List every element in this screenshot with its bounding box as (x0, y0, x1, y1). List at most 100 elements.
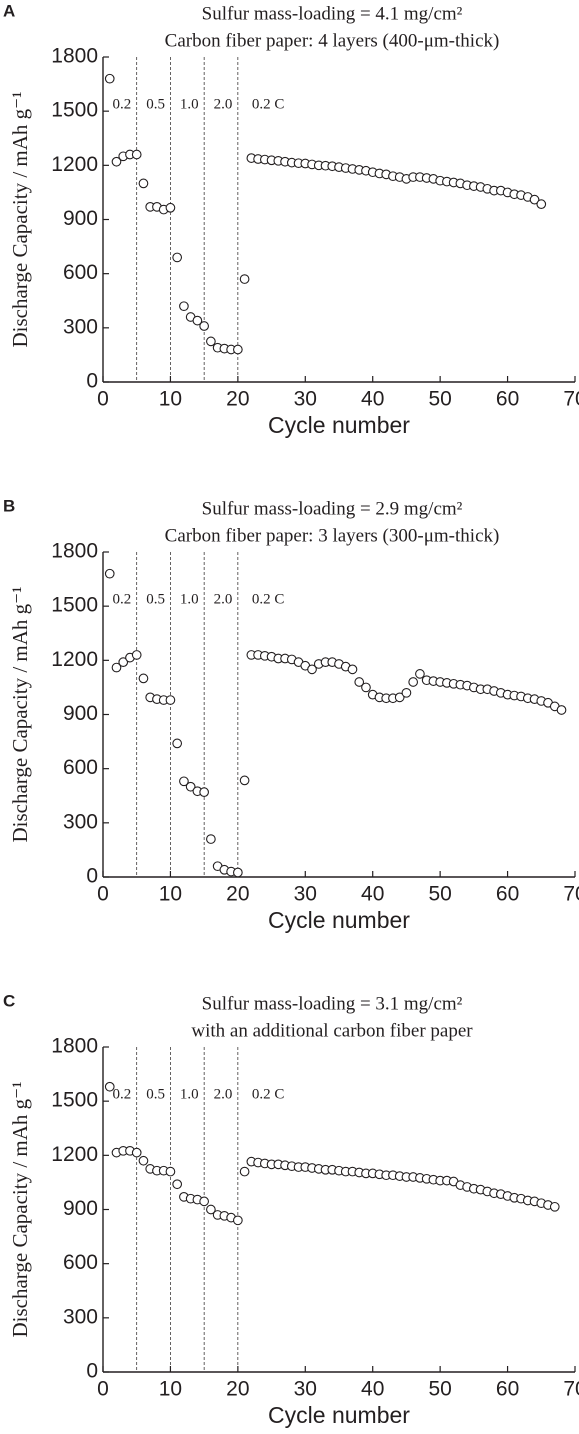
data-point (536, 199, 547, 210)
data-point (199, 787, 209, 797)
y-tick-label: 900 (63, 702, 98, 725)
data-point (239, 274, 250, 284)
x-tick-label: 40 (361, 1378, 384, 1401)
data-point (233, 1215, 243, 1226)
x-tick-label: 60 (496, 388, 519, 411)
data-point (206, 336, 216, 347)
panel-letter: C (3, 991, 15, 1010)
x-axis-label: Cycle number (268, 1402, 410, 1428)
y-tick-label: 300 (63, 315, 98, 338)
x-tick-label: 20 (226, 883, 249, 906)
y-tick-label: 900 (63, 1197, 98, 1220)
x-tick-label: 10 (159, 388, 182, 411)
data-point (118, 657, 129, 667)
x-tick-label: 60 (496, 1378, 519, 1401)
x-tick-label: 10 (159, 1378, 182, 1401)
x-tick-label: 40 (361, 388, 384, 411)
x-tick-label: 60 (496, 883, 519, 906)
data-point (529, 194, 540, 205)
data-point (206, 834, 216, 844)
y-axis-label: Discharge Capacity / mAh g⁻¹ (8, 91, 32, 347)
chart-title: Sulfur mass-loading = 3.1 mg/cm² (202, 993, 463, 1014)
y-tick-label: 600 (63, 756, 98, 779)
data-point (199, 1196, 209, 1207)
data-point (239, 1166, 250, 1177)
data-point (111, 662, 122, 673)
data-point (347, 664, 358, 675)
data-point (239, 775, 250, 786)
rate-label: 1.0 (180, 591, 199, 607)
data-point (131, 149, 142, 160)
x-tick-label: 70 (563, 883, 579, 906)
y-tick-label: 1500 (51, 594, 98, 617)
data-point (131, 650, 142, 660)
panel-letter: A (3, 1, 15, 20)
x-tick-label: 70 (563, 388, 579, 411)
data-point (179, 301, 189, 312)
rate-label: 1.0 (180, 96, 199, 112)
data-point (172, 1179, 183, 1190)
rate-label: 0.2 C (252, 1086, 285, 1102)
y-tick-label: 1200 (51, 648, 98, 671)
rate-label: 0.5 (146, 1086, 165, 1102)
y-tick-label: 1500 (51, 1089, 98, 1112)
data-point (549, 1201, 560, 1212)
chart-subtitle: Carbon fiber paper: 3 layers (300-μm-thi… (165, 525, 500, 546)
y-tick-label: 1800 (51, 45, 98, 68)
x-tick-label: 50 (428, 883, 451, 906)
x-tick-label: 30 (294, 1378, 317, 1401)
rate-label: 0.2 C (252, 591, 285, 607)
rate-label: 0.2 C (252, 96, 285, 112)
data-point (111, 156, 122, 167)
y-axis-label: Discharge Capacity / mAh g⁻¹ (8, 586, 32, 842)
data-point (408, 677, 419, 687)
data-point (131, 1147, 142, 1158)
rate-label: 0.5 (146, 591, 165, 607)
y-tick-label: 1800 (51, 1035, 98, 1058)
data-point (394, 692, 405, 703)
data-point (104, 1081, 115, 1092)
x-tick-label: 20 (226, 1378, 249, 1401)
y-tick-label: 1800 (51, 540, 98, 563)
chart-title: Sulfur mass-loading = 2.9 mg/cm² (202, 498, 463, 519)
x-tick-label: 0 (97, 388, 109, 411)
x-tick-label: 70 (563, 1378, 579, 1401)
data-point (138, 1155, 149, 1166)
x-tick-label: 40 (361, 883, 384, 906)
data-point (354, 677, 365, 687)
data-point (185, 781, 196, 792)
y-tick-label: 600 (63, 1251, 98, 1274)
x-tick-label: 20 (226, 388, 249, 411)
y-tick-label: 1500 (51, 99, 98, 122)
y-axis-label: Discharge Capacity / mAh g⁻¹ (8, 1081, 32, 1337)
rate-label: 0.2 (112, 591, 131, 607)
rate-label: 2.0 (214, 96, 233, 112)
data-point (138, 673, 149, 684)
data-point (415, 669, 425, 679)
data-point (104, 73, 115, 84)
x-tick-label: 0 (97, 883, 109, 906)
x-tick-label: 10 (159, 883, 182, 906)
data-point (361, 682, 371, 693)
data-point (165, 695, 176, 705)
chart-subtitle: Carbon fiber paper: 4 layers (400-μm-thi… (165, 30, 500, 51)
data-point (179, 776, 189, 787)
x-tick-label: 50 (428, 388, 451, 411)
data-point (192, 315, 203, 326)
data-point (165, 1166, 176, 1177)
x-axis-label: Cycle number (268, 412, 410, 438)
data-point (206, 1204, 216, 1215)
data-point (233, 344, 243, 355)
rate-label: 0.2 (112, 96, 131, 112)
data-point (172, 252, 183, 263)
chart-subtitle: with an additional carbon fiber paper (191, 1020, 473, 1041)
y-tick-label: 300 (63, 1305, 98, 1328)
x-tick-label: 30 (294, 388, 317, 411)
y-tick-label: 0 (86, 1360, 98, 1383)
y-tick-label: 1200 (51, 153, 98, 176)
x-axis-label: Cycle number (268, 907, 410, 933)
data-point (199, 321, 209, 331)
y-tick-label: 900 (63, 207, 98, 230)
data-point (165, 202, 176, 213)
